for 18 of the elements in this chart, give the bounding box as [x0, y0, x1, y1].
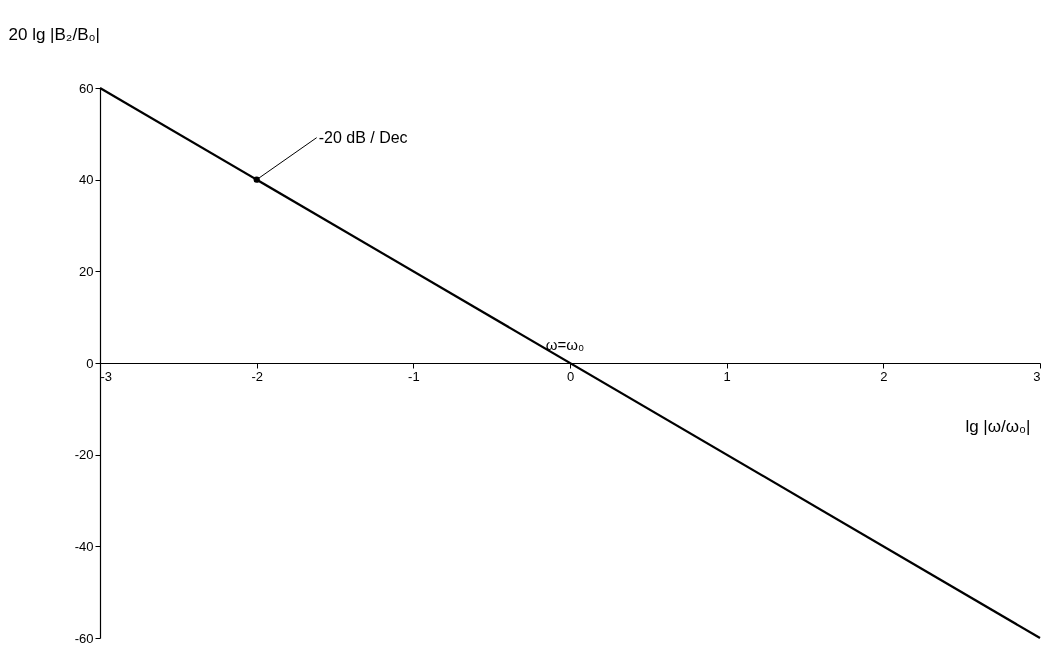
annotation: -20 dB / Dec: [318, 128, 408, 146]
x-tick-label: 2: [880, 368, 888, 384]
y-tick-label: -40: [74, 538, 94, 554]
y-tick-label: -20: [74, 447, 94, 463]
y-tick-label: 60: [79, 80, 94, 96]
x-tick-label: -3: [100, 368, 113, 384]
y-tick-label: -60: [74, 630, 94, 646]
x-tick-label: 0: [566, 368, 575, 384]
y-tick-label: 0: [86, 355, 94, 371]
x-tick-label: -1: [408, 368, 420, 384]
y-tick-label: 40: [79, 172, 94, 188]
y-tick-label: 20: [79, 263, 94, 279]
x-tick-label: 3: [1033, 368, 1041, 384]
annotation: ω=ω₀: [545, 336, 585, 353]
y-axis-title: 20 lg |B₂/B₀|: [8, 24, 100, 44]
x-tick-label: 1: [723, 368, 731, 384]
x-tick-label: -2: [251, 368, 263, 384]
x-axis-title: lg |ω/ω₀|: [965, 416, 1031, 436]
